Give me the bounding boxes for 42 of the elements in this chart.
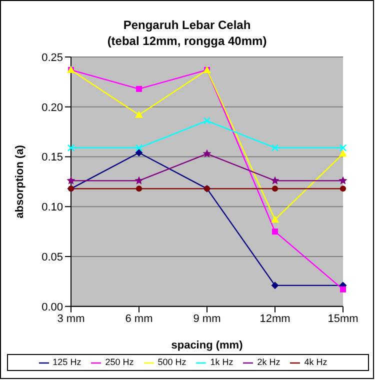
legend-label: 500 Hz xyxy=(158,357,186,368)
point xyxy=(203,117,211,124)
point xyxy=(339,150,347,157)
x-tick-label: 3 mm xyxy=(57,313,85,326)
legend-label: 125 Hz xyxy=(52,357,82,368)
y-tick-label: 0.15 xyxy=(42,152,63,164)
legend-label: 250 Hz xyxy=(105,357,134,368)
point xyxy=(272,186,278,192)
point xyxy=(271,144,279,152)
point xyxy=(134,176,144,184)
point xyxy=(66,176,76,184)
y-tick-label: 0.05 xyxy=(42,251,63,264)
point xyxy=(67,144,75,152)
point xyxy=(135,110,143,118)
x-axis-title: spacing (mm) xyxy=(171,339,244,352)
point xyxy=(202,149,212,158)
point xyxy=(136,186,142,192)
point xyxy=(271,216,279,223)
y-axis-title: absorption (a) xyxy=(14,144,26,218)
y-tick-label: 0.20 xyxy=(42,102,63,114)
point xyxy=(135,144,143,152)
legend-label: 4k Hz xyxy=(304,357,328,368)
point xyxy=(340,286,346,292)
point xyxy=(339,144,347,152)
x-tick-label: 15mm xyxy=(328,313,358,326)
point xyxy=(270,176,280,184)
x-tick-label: 9 mm xyxy=(193,313,221,326)
point xyxy=(272,282,278,289)
y-tick-label: 0.00 xyxy=(42,301,63,314)
chart-subtitle: (tebal 12mm, rongga 40mm) xyxy=(106,33,268,49)
point xyxy=(338,176,348,184)
legend-label: 2k Hz xyxy=(257,357,280,368)
point xyxy=(272,228,278,235)
point xyxy=(340,186,346,192)
legend-label: 1k Hz xyxy=(210,357,234,368)
y-tick-label: 0.25 xyxy=(42,52,63,64)
x-tick-label: 6 mm xyxy=(125,313,153,326)
point xyxy=(136,149,142,156)
chart-title: Pengaruh Lebar Celah xyxy=(122,17,252,33)
x-tick-label: 12mm xyxy=(260,313,290,326)
point xyxy=(136,86,142,92)
y-tick-label: 0.10 xyxy=(42,202,63,214)
